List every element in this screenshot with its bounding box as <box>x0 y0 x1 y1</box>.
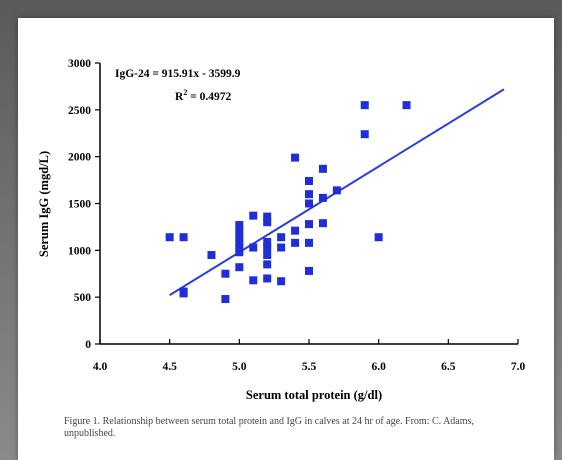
x-axis-ticks: 4.0 4.5 5.0 5.5 6.0 6.5 7.0 <box>93 339 526 373</box>
data-point <box>291 226 300 235</box>
data-point <box>332 186 341 195</box>
data-point <box>235 243 244 252</box>
data-point <box>374 233 383 242</box>
data-point <box>277 243 286 252</box>
scatter-chart: 0 500 1000 1500 2000 2500 3000 4.0 4.5 5.0 5.5 6.0… <box>37 58 526 402</box>
y-tick-label: 1000 <box>68 245 91 257</box>
data-point <box>263 274 272 283</box>
x-tick-label: 6.5 <box>441 361 456 373</box>
data-point <box>235 263 244 272</box>
data-point <box>235 237 244 246</box>
data-point <box>360 130 369 139</box>
data-point <box>318 164 327 173</box>
x-tick-label: 4.0 <box>93 361 108 373</box>
data-point <box>263 212 272 221</box>
y-tick-label: 500 <box>74 292 92 304</box>
r-squared-label: R2 = 0.4972 <box>175 88 231 103</box>
data-point <box>277 233 286 242</box>
y-tick-label: 2500 <box>68 105 91 117</box>
data-point <box>165 233 174 242</box>
y-tick-label: 2000 <box>68 152 91 164</box>
x-tick-label: 7.0 <box>511 361 526 373</box>
data-point <box>291 153 300 162</box>
data-point <box>221 269 230 278</box>
data-point <box>305 190 313 199</box>
x-axis-title: Serum total protein (g/dl) <box>246 388 382 402</box>
data-point <box>305 199 313 208</box>
data-point <box>263 251 272 260</box>
data-point <box>235 233 244 242</box>
data-point <box>235 248 244 257</box>
y-axis-ticks: 0 500 1000 1500 2000 2500 3000 <box>68 58 100 351</box>
y-tick-label: 0 <box>85 339 91 351</box>
data-point <box>249 211 258 220</box>
data-point <box>263 260 272 269</box>
y-tick-label: 1500 <box>68 199 91 211</box>
data-points <box>165 101 411 304</box>
figure-caption: Figure 1. Relationship between serum tot… <box>64 416 474 439</box>
data-point <box>235 221 244 230</box>
data-point <box>291 238 300 247</box>
data-point <box>402 101 411 110</box>
data-point <box>263 237 272 246</box>
data-point <box>305 177 313 186</box>
data-point <box>360 101 369 110</box>
data-point <box>305 220 313 229</box>
y-axis-title: Serum IgG (mgd/L) <box>37 151 51 257</box>
r2-superscript: 2 <box>183 88 187 97</box>
data-point <box>263 243 272 252</box>
r2-value: = 0.4972 <box>187 91 231 103</box>
figure-paper <box>18 18 554 460</box>
data-point <box>263 218 272 227</box>
x-tick-label: 5.5 <box>302 361 317 373</box>
data-point <box>249 243 258 252</box>
data-point <box>207 251 216 260</box>
r2-prefix: R <box>175 91 184 103</box>
data-point <box>221 295 230 304</box>
data-point <box>305 266 313 275</box>
x-tick-label: 6.0 <box>371 361 386 373</box>
x-tick-label: 5.0 <box>232 361 247 373</box>
data-point <box>235 226 244 235</box>
y-tick-label: 3000 <box>68 58 91 70</box>
data-point <box>179 233 188 242</box>
data-point <box>318 193 327 202</box>
data-point <box>305 238 313 247</box>
regression-equation: IgG-24 = 915.91x - 3599.9 <box>115 68 241 80</box>
data-point <box>318 219 327 228</box>
x-tick-label: 4.5 <box>162 361 177 373</box>
data-point <box>277 277 286 286</box>
data-point <box>179 287 188 296</box>
data-point <box>249 276 258 285</box>
